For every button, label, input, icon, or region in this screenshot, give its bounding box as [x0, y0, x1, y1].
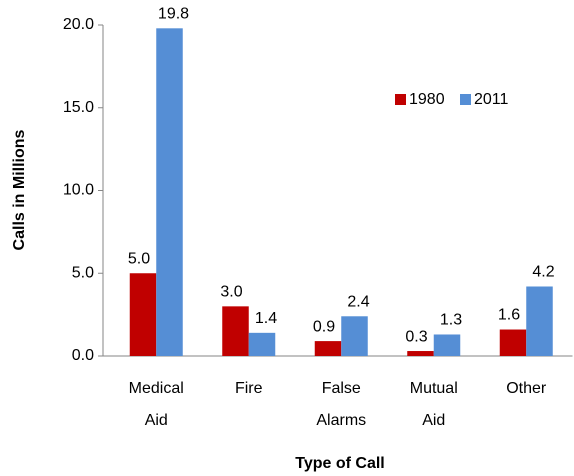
bar [341, 316, 368, 356]
value-label: 1.3 [440, 312, 462, 329]
x-axis-title: Type of Call [295, 455, 385, 472]
value-label: 5.0 [128, 250, 150, 267]
value-label: 4.2 [532, 264, 554, 281]
y-axis-title: Calls in Millions [11, 129, 28, 250]
x-tick-label: Mutual Aid [410, 380, 458, 429]
legend-swatch [395, 94, 406, 105]
y-tick-label: 10.0 [63, 182, 94, 199]
x-tick-label: False Alarms [316, 380, 366, 429]
y-tick-label: 0.0 [72, 347, 94, 364]
bar [248, 332, 276, 356]
legend-label: 2011 [474, 91, 509, 108]
value-label: 19.8 [158, 6, 189, 23]
y-tick-label: 15.0 [63, 99, 94, 116]
bar [407, 351, 434, 356]
value-label: 1.4 [255, 310, 277, 327]
x-tick-label: Medical Aid [129, 380, 184, 429]
value-label: 3.0 [220, 284, 242, 301]
bar [156, 28, 183, 357]
y-tick-label: 20.0 [63, 16, 94, 33]
value-label: 2.4 [347, 293, 369, 310]
x-tick-label: Other [506, 380, 547, 397]
bar [526, 286, 553, 356]
bar [314, 341, 342, 356]
x-tick-label: Fire [235, 380, 263, 397]
bar [129, 273, 157, 356]
legend-label: 1980 [409, 91, 445, 108]
bar [499, 329, 527, 356]
bar [222, 306, 249, 356]
value-label: 1.6 [498, 307, 520, 324]
value-label: 0.9 [313, 318, 335, 335]
y-tick-label: 5.0 [72, 264, 94, 281]
value-label: 0.3 [405, 328, 427, 345]
legend-swatch [460, 94, 471, 105]
bar [433, 334, 461, 356]
